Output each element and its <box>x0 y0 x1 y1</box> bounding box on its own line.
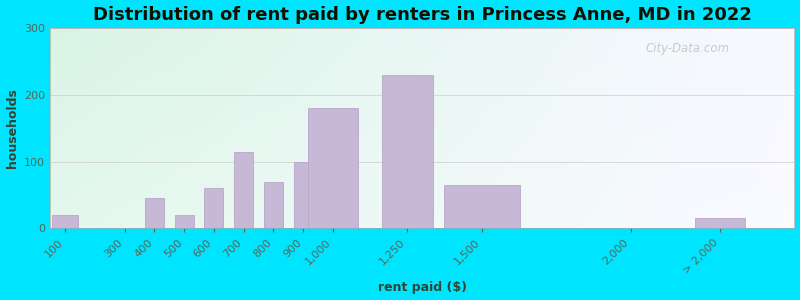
Bar <box>308 108 358 228</box>
Y-axis label: households: households <box>6 88 18 168</box>
Bar <box>444 185 520 228</box>
Bar <box>52 215 78 228</box>
Text: City-Data.com: City-Data.com <box>646 42 730 55</box>
Bar <box>174 215 194 228</box>
X-axis label: rent paid ($): rent paid ($) <box>378 281 466 294</box>
Bar <box>204 188 223 228</box>
Bar <box>264 182 283 228</box>
Title: Distribution of rent paid by renters in Princess Anne, MD in 2022: Distribution of rent paid by renters in … <box>93 6 752 24</box>
Bar <box>234 152 253 228</box>
Bar <box>694 218 746 228</box>
Bar <box>382 75 433 228</box>
Bar <box>145 198 164 228</box>
Bar <box>294 162 313 228</box>
